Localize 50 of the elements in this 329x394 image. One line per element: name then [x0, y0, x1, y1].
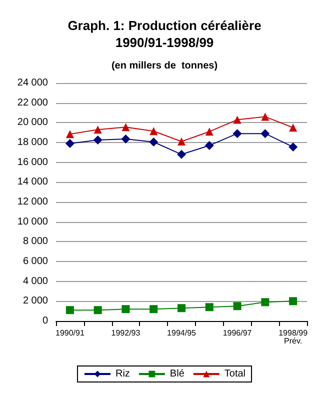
point [260, 129, 270, 138]
point [233, 302, 242, 310]
y-tick-label: 0 [42, 316, 48, 326]
legend-label: Blé [170, 368, 185, 380]
legend-label: Riz [115, 368, 130, 380]
point [150, 127, 158, 136]
point [150, 305, 158, 314]
x-tick-label: 1998/99 Prév. [278, 328, 308, 346]
y-tick-label: 16 000 [17, 156, 48, 168]
x-tick-label: 1992/93 [111, 328, 141, 338]
y-tick-label: 24 000 [17, 78, 48, 88]
x-tick-label: 1994/95 [167, 328, 197, 338]
point [94, 126, 102, 134]
legend-label: Total [224, 368, 246, 380]
point [121, 134, 130, 144]
point [204, 140, 214, 150]
point [149, 138, 158, 147]
point [66, 130, 74, 138]
point [261, 298, 270, 306]
y-tick-label: 2 000 [22, 296, 48, 307]
point [66, 306, 74, 314]
point [289, 124, 298, 132]
point [177, 150, 186, 159]
y-tick-label: 6 000 [22, 256, 48, 267]
chart-subtitle: (en millers de tonnes) [111, 60, 218, 72]
y-tick-label: 12 000 [17, 196, 48, 208]
point [232, 129, 242, 138]
point [261, 112, 270, 121]
chart-title: Graph. 1: Production céréalière 1990/91-1998/99 [68, 18, 262, 50]
point [122, 123, 130, 132]
y-tick-label: 22 000 [17, 97, 48, 108]
x-tick-label: 1996/97 [222, 328, 252, 338]
y-tick-label: 20 000 [17, 117, 48, 128]
point [122, 305, 130, 314]
y-tick-label: 18 000 [17, 137, 48, 148]
y-tick-label: 14 000 [17, 176, 48, 188]
point [65, 138, 74, 148]
point [94, 306, 102, 314]
y-tick-label: 10 000 [17, 216, 48, 228]
y-tick-label: 4 000 [22, 276, 48, 287]
point [93, 136, 102, 145]
point [205, 303, 214, 312]
x-tick-label: 1990/91 [55, 328, 85, 338]
point [178, 138, 186, 146]
point [289, 297, 298, 306]
point [205, 128, 214, 136]
point [233, 116, 242, 124]
y-tick-label: 8 000 [22, 236, 48, 248]
point [178, 304, 186, 312]
point [288, 142, 298, 152]
